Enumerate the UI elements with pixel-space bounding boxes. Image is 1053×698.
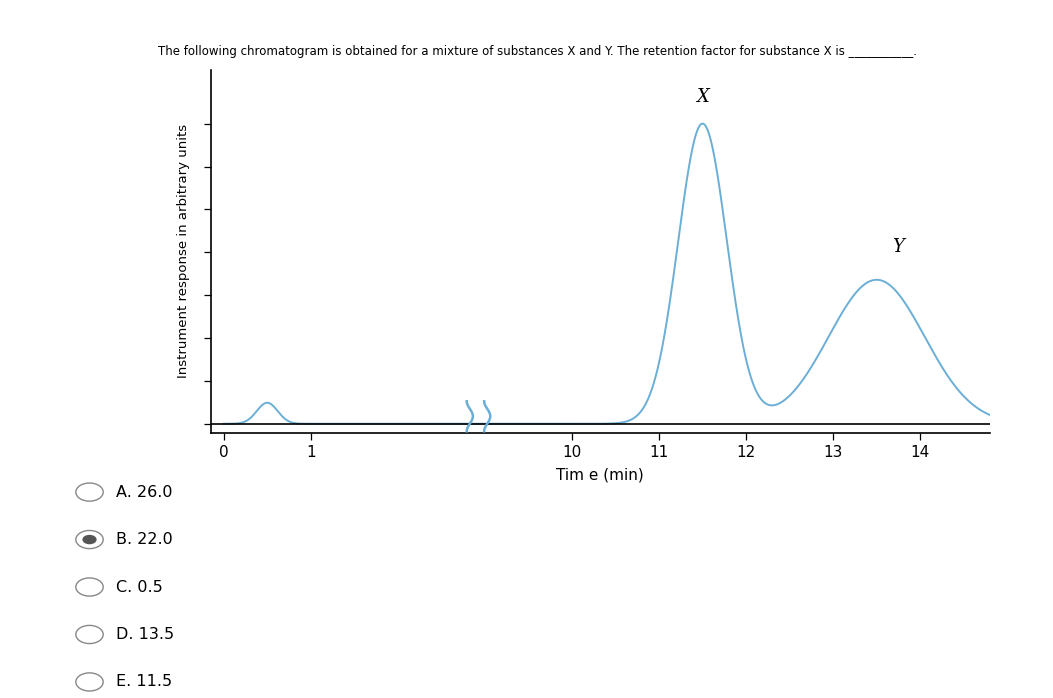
Text: D. 13.5: D. 13.5 [116,627,174,642]
Text: Y: Y [893,238,905,255]
Text: B. 22.0: B. 22.0 [116,532,173,547]
Text: E. 11.5: E. 11.5 [116,674,172,690]
Text: X: X [696,88,709,106]
Text: C. 0.5: C. 0.5 [116,579,162,595]
Y-axis label: Instrument response in arbitrary units: Instrument response in arbitrary units [178,124,191,378]
X-axis label: Tim e (min): Tim e (min) [556,468,644,483]
Text: The following chromatogram is obtained for a mixture of substances X and Y. The : The following chromatogram is obtained f… [158,45,917,59]
Text: A. 26.0: A. 26.0 [116,484,173,500]
